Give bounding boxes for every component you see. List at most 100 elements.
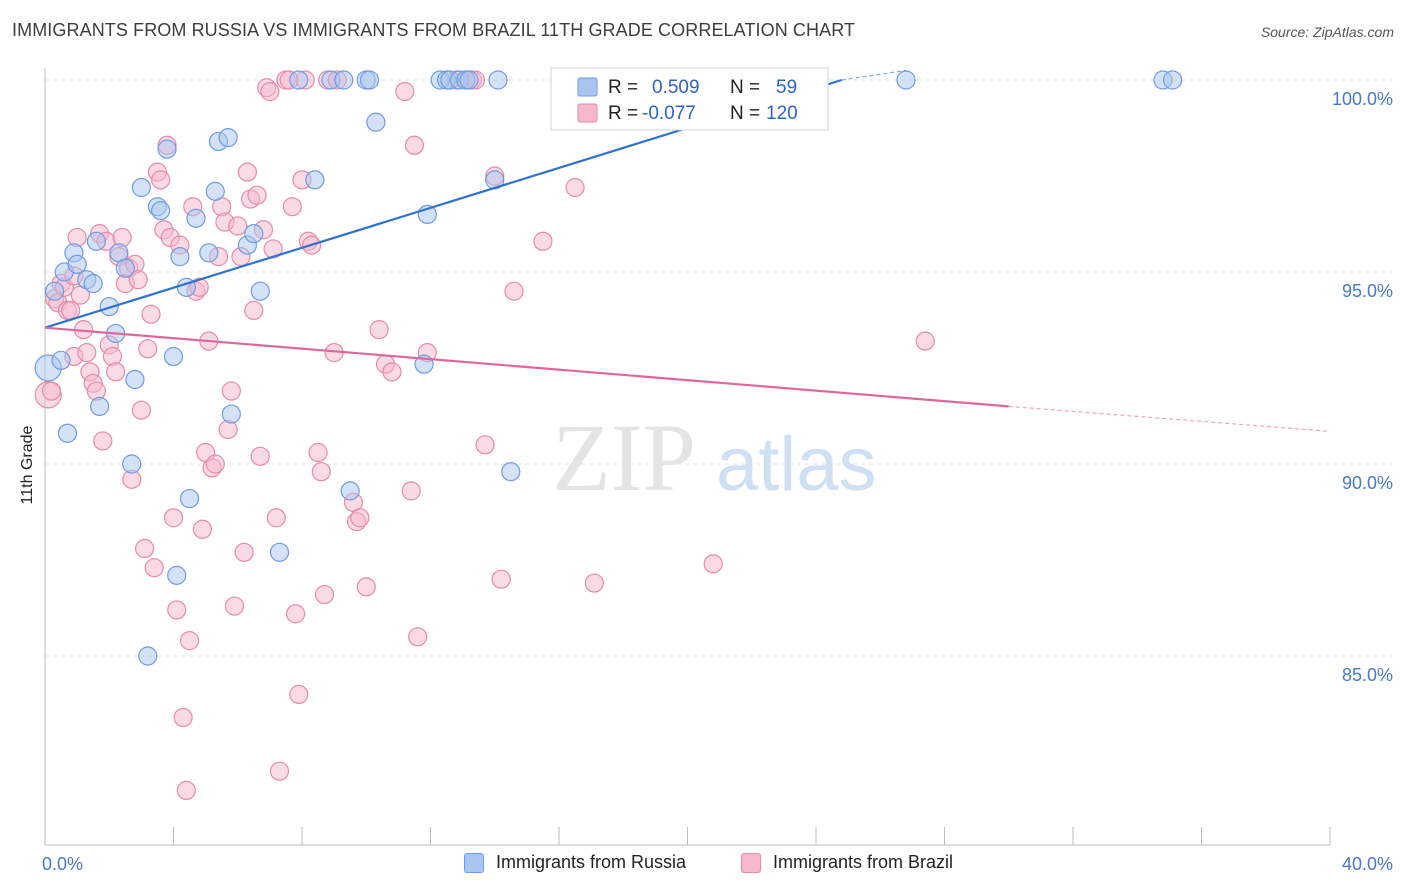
legend-russia-n-label: N = [730,77,760,98]
watermark-atlas: atlas [716,422,877,507]
brazil-point [234,542,254,562]
brazil-point [369,320,389,340]
brazil-point [134,538,155,559]
brazil-point [584,573,604,593]
russia-point [179,488,200,509]
legend-russia-n-value: 59 [776,77,797,98]
watermark-zip: ZIP [552,404,696,511]
russia-point [45,281,65,301]
brazil-point [382,362,402,382]
brazil-point [163,508,184,528]
brazil-point [282,197,302,217]
x-tick-label: 40.0% [1342,854,1393,874]
y-tick-label: 85.0% [1342,665,1393,685]
brazil-point [260,81,280,102]
brazil-point [285,604,306,624]
brazil-point [314,584,335,605]
brazil-point [41,381,62,401]
brazil-point [106,362,126,382]
russia-point [67,254,87,274]
brazil-point [167,600,187,620]
chart-title: IMMIGRANTS FROM RUSSIA VS IMMIGRANTS FRO… [12,20,856,40]
legend-brazil-r-label: R = [608,103,638,124]
brazil-point [404,135,425,155]
brazil-trend-line [44,326,1009,408]
brazil-point [237,162,257,182]
russia-point [167,565,187,585]
brazil-point [228,216,248,236]
russia-point [1162,70,1183,90]
russia-point [244,224,264,244]
brazil-point [250,446,270,466]
legend-box: R = 0.509 N = 59 R = -0.077 N = 120 [550,67,829,131]
russia-point [86,231,107,251]
brazil-point [350,508,370,528]
russia-point [115,258,135,278]
russia-point [122,454,142,474]
legend-russia-swatch [577,77,598,97]
russia-point [501,462,521,482]
x-tick-label: 0.0% [42,854,83,874]
russia-point [359,70,380,90]
russia-trend-extension [841,69,907,81]
russia-point [366,112,386,132]
brazil-point [915,331,935,351]
bottom-legend-brazil: Immigrants from Brazil [741,852,953,873]
brazil-point [205,454,225,474]
russia-point [151,200,171,221]
bottom-legend-russia-label: Immigrants from Russia [496,852,687,872]
legend-russia-r-label: R = [608,77,638,98]
brazil-point [289,684,309,705]
brazil-point [475,435,495,455]
brazil-point [224,596,245,616]
russia-point [334,70,354,90]
brazil-swatch [741,852,761,873]
russia-point [221,404,241,424]
russia-point [340,481,360,501]
legend-brazil-n-value: 120 [766,103,798,124]
brazil-point [173,707,193,728]
y-tick-label: 100.0% [1332,89,1393,109]
russia-point [186,208,206,228]
y-axis-label: 11th Grade [19,425,36,504]
y-tick-label: 90.0% [1342,473,1393,493]
russia-point [459,70,479,90]
russia-point [83,273,103,294]
brazil-point [269,761,290,781]
bottom-legend: Immigrants from Russia Immigrants from B… [0,852,1406,878]
brazil-point [221,381,241,401]
brazil-point [504,281,524,301]
x-tick-labels: 0.0% 40.0% [42,854,1393,874]
russia-point [125,369,145,390]
russia-point [138,646,158,666]
brazil-point [77,343,97,363]
brazil-point [565,177,585,198]
brazil-point [192,519,213,539]
brazil-point [141,304,161,324]
brazil-point [93,431,113,451]
brazil-trend-extension [1008,405,1331,432]
axes [44,68,1331,846]
brazil-point [151,170,171,190]
watermark: ZIP atlas [552,404,877,511]
russia-point [896,70,916,90]
brazil-point [244,300,264,320]
brazil-point [395,81,415,102]
russia-point [269,542,290,562]
russia-point [205,181,225,201]
brazil-point [703,554,723,574]
russia-point [157,139,177,159]
y-tick-labels: 100.0% 95.0% 90.0% 85.0% [1332,89,1393,685]
russia-point [163,346,184,367]
legend-russia-r-value: 0.509 [652,77,700,98]
legend-brazil-swatch [577,103,598,123]
russia-point [51,350,71,370]
brazil-point [131,400,151,420]
russia-point [289,70,309,90]
russia-point [199,243,219,263]
bottom-legend-brazil-label: Immigrants from Brazil [773,852,954,872]
y-tick-label: 95.0% [1342,281,1393,301]
russia-point [170,247,190,267]
brazil-point [179,631,200,651]
